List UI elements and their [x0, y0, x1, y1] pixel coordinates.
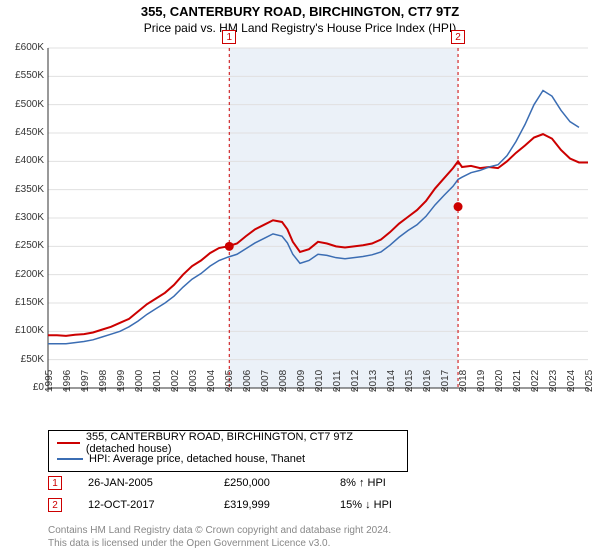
- x-tick-label: 2006: [242, 362, 253, 392]
- y-tick-label: £250K: [15, 240, 44, 251]
- x-tick-label: 2015: [404, 362, 415, 392]
- footnote-line1: Contains HM Land Registry data © Crown c…: [48, 524, 391, 537]
- footnote-line2: This data is licensed under the Open Gov…: [48, 537, 391, 550]
- sale-row-marker: 2: [48, 498, 62, 512]
- sale-row-price: £319,999: [224, 499, 314, 511]
- x-tick-label: 2024: [566, 362, 577, 392]
- x-tick-label: 2020: [494, 362, 505, 392]
- sales-table: 1 26-JAN-2005 £250,000 8% ↑ HPI 2 12-OCT-2017…: [48, 472, 392, 516]
- sale-marker-flag: 1: [222, 30, 236, 44]
- legend-swatch: [57, 442, 80, 444]
- x-tick-label: 2018: [458, 362, 469, 392]
- sale-row: 1 26-JAN-2005 £250,000 8% ↑ HPI: [48, 472, 392, 494]
- x-tick-label: 1998: [98, 362, 109, 392]
- y-tick-label: £550K: [15, 70, 44, 81]
- x-tick-label: 2014: [386, 362, 397, 392]
- sale-row-delta: 15% ↓ HPI: [340, 499, 392, 511]
- legend-label: HPI: Average price, detached house, Than…: [89, 453, 305, 465]
- y-tick-label: £400K: [15, 155, 44, 166]
- legend-item: 355, CANTERBURY ROAD, BIRCHINGTON, CT7 9…: [57, 435, 399, 451]
- x-tick-label: 2007: [260, 362, 271, 392]
- sale-row-date: 26-JAN-2005: [88, 477, 198, 489]
- x-tick-label: 1999: [116, 362, 127, 392]
- x-tick-label: 2013: [368, 362, 379, 392]
- y-tick-label: £350K: [15, 184, 44, 195]
- x-tick-label: 1995: [44, 362, 55, 392]
- sale-row-date: 12-OCT-2017: [88, 499, 198, 511]
- legend-swatch: [57, 458, 83, 460]
- sale-row: 2 12-OCT-2017 £319,999 15% ↓ HPI: [48, 494, 392, 516]
- x-tick-label: 2005: [224, 362, 235, 392]
- sale-marker-flag: 2: [451, 30, 465, 44]
- x-tick-label: 2009: [296, 362, 307, 392]
- x-tick-label: 2017: [440, 362, 451, 392]
- legend: 355, CANTERBURY ROAD, BIRCHINGTON, CT7 9…: [48, 430, 408, 472]
- y-tick-label: £500K: [15, 99, 44, 110]
- x-tick-label: 2025: [584, 362, 595, 392]
- x-tick-label: 2019: [476, 362, 487, 392]
- y-tick-label: £100K: [15, 325, 44, 336]
- x-tick-label: 2021: [512, 362, 523, 392]
- footnote: Contains HM Land Registry data © Crown c…: [48, 524, 391, 550]
- y-tick-label: £300K: [15, 212, 44, 223]
- y-tick-label: £50K: [21, 354, 44, 365]
- y-tick-label: £600K: [15, 42, 44, 53]
- sale-row-price: £250,000: [224, 477, 314, 489]
- legend-label: 355, CANTERBURY ROAD, BIRCHINGTON, CT7 9…: [86, 431, 399, 455]
- y-tick-label: £200K: [15, 269, 44, 280]
- y-tick-label: £0: [33, 382, 44, 393]
- x-tick-label: 2010: [314, 362, 325, 392]
- x-tick-label: 2011: [332, 362, 343, 392]
- x-tick-label: 1996: [62, 362, 73, 392]
- x-tick-label: 2000: [134, 362, 145, 392]
- x-tick-label: 2003: [188, 362, 199, 392]
- y-tick-label: £450K: [15, 127, 44, 138]
- sale-row-delta: 8% ↑ HPI: [340, 477, 386, 489]
- x-tick-label: 2012: [350, 362, 361, 392]
- x-tick-label: 2008: [278, 362, 289, 392]
- x-tick-label: 2001: [152, 362, 163, 392]
- x-tick-label: 2023: [548, 362, 559, 392]
- x-tick-label: 2002: [170, 362, 181, 392]
- chart-container: { "title_line1": "355, CANTERBURY ROAD, …: [0, 0, 600, 560]
- sale-row-marker: 1: [48, 476, 62, 490]
- x-tick-label: 2022: [530, 362, 541, 392]
- x-tick-label: 2016: [422, 362, 433, 392]
- y-tick-label: £150K: [15, 297, 44, 308]
- x-tick-label: 2004: [206, 362, 217, 392]
- x-tick-label: 1997: [80, 362, 91, 392]
